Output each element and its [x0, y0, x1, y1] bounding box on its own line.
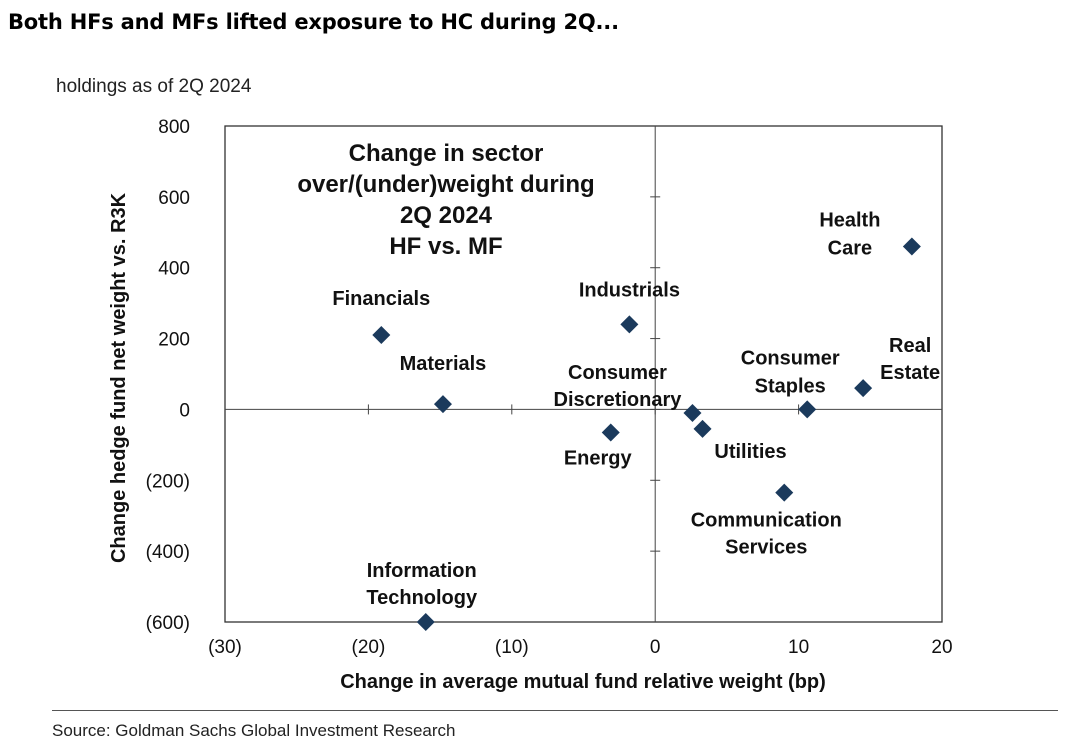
point-marker-diamond — [416, 613, 435, 631]
point-marker-diamond — [601, 423, 620, 442]
inner-title-line: Change in sector — [349, 140, 544, 167]
point-label: Technology — [366, 587, 478, 609]
source-note: Source: Goldman Sachs Global Investment … — [52, 721, 456, 740]
x-tick-label: (20) — [352, 637, 386, 658]
point-label: Consumer — [741, 347, 840, 369]
y-tick-label: 400 — [158, 259, 190, 280]
point-marker-diamond — [433, 395, 452, 414]
point-label: Services — [725, 537, 807, 559]
x-tick-label: 10 — [788, 637, 809, 658]
x-axis-ticks: (30) (20) (10) 0 10 20 — [208, 404, 953, 658]
y-tick-label: (400) — [146, 542, 190, 563]
x-tick-label: (10) — [495, 637, 529, 658]
point-marker-diamond — [854, 379, 873, 398]
y-tick-label: 600 — [158, 188, 190, 209]
data-points: Health Care Real Estate Consumer Staples Indus… — [332, 209, 940, 631]
point-label: Estate — [880, 362, 940, 384]
y-tick-label: (200) — [146, 471, 190, 492]
point-marker-diamond — [775, 483, 794, 502]
headline: Both HFs and MFs lifted exposure to HC d… — [8, 10, 619, 34]
inner-title-line: HF vs. MF — [389, 233, 502, 260]
point-label: Financials — [332, 288, 430, 310]
y-tick-label: (600) — [146, 613, 190, 634]
x-tick-label: (30) — [208, 637, 242, 658]
scatter-chart: (30) (20) (10) 0 10 20 800 600 400 200 0 (200) (400… — [108, 117, 953, 693]
point-marker-diamond — [693, 419, 712, 438]
point-label: Communication — [691, 510, 842, 532]
point-label: Information — [367, 560, 477, 582]
y-tick-label: 800 — [158, 117, 190, 138]
point-label: Consumer — [568, 362, 667, 384]
x-axis-label: Change in average mutual fund relative w… — [340, 671, 826, 693]
y-tick-label: 200 — [158, 330, 190, 351]
chart-inner-title: Change in sector over/(under)weight durin… — [297, 140, 594, 260]
point-label: Discretionary — [554, 389, 683, 411]
inner-title-line: 2Q 2024 — [400, 202, 493, 229]
point-label: Staples — [755, 375, 826, 397]
point-label: Energy — [564, 447, 633, 469]
point-marker-diamond — [372, 326, 391, 345]
inner-title-line: over/(under)weight during — [297, 171, 594, 198]
point-marker-diamond — [798, 400, 817, 419]
point-label: Health — [819, 209, 880, 231]
chart-subtitle: holdings as of 2Q 2024 — [56, 76, 252, 97]
x-tick-label: 20 — [931, 637, 952, 658]
y-axis-label: Change hedge fund net weight vs. R3K — [108, 192, 130, 563]
point-label: Materials — [400, 353, 487, 375]
plot-frame — [224, 125, 943, 623]
point-marker-diamond — [683, 403, 702, 422]
point-marker-diamond — [902, 237, 921, 256]
point-label: Industrials — [579, 279, 680, 301]
point-label: Care — [828, 237, 872, 259]
y-axis-ticks: 800 600 400 200 0 (200) (400) (600) — [146, 117, 661, 634]
point-marker-diamond — [620, 315, 639, 334]
point-label: Utilities — [714, 441, 786, 463]
source-divider — [52, 710, 1058, 711]
x-tick-label: 0 — [650, 637, 661, 658]
y-tick-label: 0 — [179, 400, 190, 421]
point-label: Real — [889, 335, 931, 357]
